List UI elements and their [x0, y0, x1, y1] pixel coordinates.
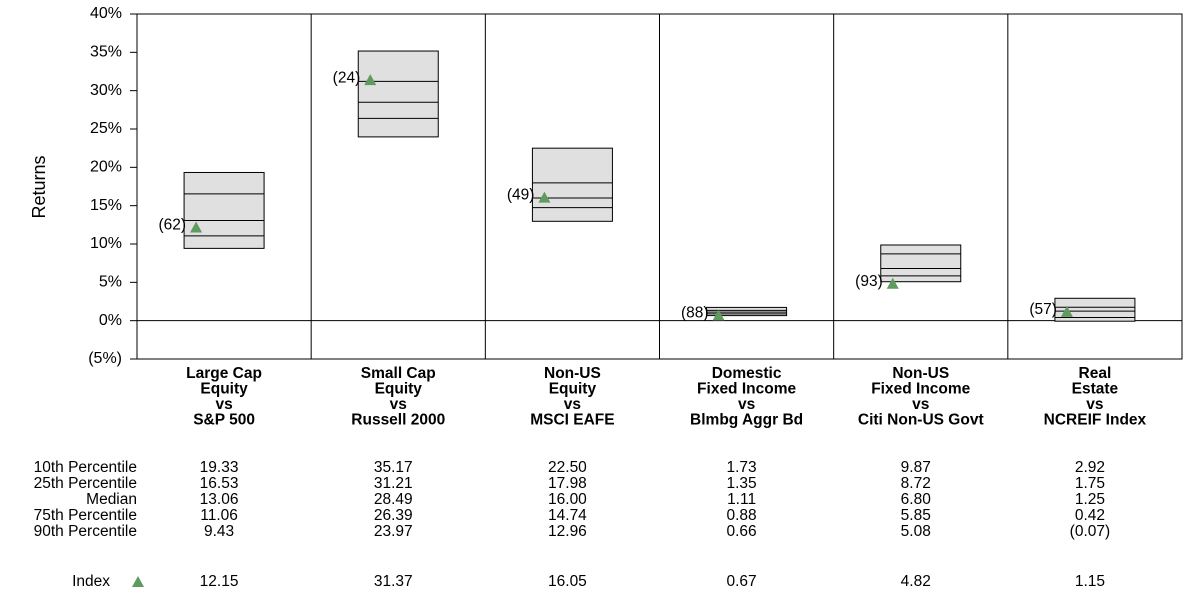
category-label: vs [390, 396, 407, 413]
y-tick-label: 5% [99, 274, 122, 291]
category-label: Non-US [892, 365, 949, 382]
table-value: 31.21 [374, 475, 413, 492]
y-tick-label: 35% [90, 44, 122, 61]
row-label: Index [72, 573, 110, 590]
index-marker [1060, 305, 1073, 317]
percentile-box [531, 147, 613, 222]
table-value: 11.06 [200, 507, 238, 524]
table-value: 1.35 [726, 475, 756, 492]
table-value: 8.72 [901, 475, 931, 492]
table-value: 1.25 [1075, 491, 1105, 508]
y-tick-label: 25% [90, 120, 122, 137]
category-label: Large Cap [186, 365, 262, 382]
category-label: vs [215, 396, 232, 413]
row-label: Median [86, 491, 137, 508]
category-label: Citi Non-US Govt [858, 412, 984, 429]
row-label: 10th Percentile [34, 459, 137, 476]
table-value: 28.49 [374, 491, 413, 508]
table-value: 12.96 [548, 523, 587, 540]
category-label: Real [1079, 365, 1112, 382]
table-value: 17.98 [548, 475, 587, 492]
rank-label: (62) [159, 217, 187, 234]
rank-label: (49) [507, 187, 535, 204]
category-label: Equity [549, 381, 597, 398]
rank-label: (57) [1029, 301, 1057, 318]
index-marker [190, 221, 203, 233]
rank-label: (93) [855, 273, 883, 290]
table-value: 26.39 [374, 507, 413, 524]
y-tick-label: 20% [90, 159, 122, 176]
y-tick-label: 0% [99, 312, 122, 329]
category-label: vs [738, 396, 755, 413]
category-label: Small Cap [361, 365, 436, 382]
percentile-box [1054, 297, 1136, 322]
table-value: 1.75 [1075, 475, 1105, 492]
category-label: Estate [1072, 381, 1119, 398]
category-label: Fixed Income [697, 381, 796, 398]
index-marker [712, 309, 725, 321]
table-value: 0.88 [726, 507, 756, 524]
row-label: 90th Percentile [34, 523, 137, 540]
table-value: 16.00 [548, 491, 587, 508]
table-value: 9.43 [204, 523, 234, 540]
table-value: 16.53 [200, 475, 239, 492]
y-tick-label: 30% [90, 82, 122, 99]
table-value: 16.05 [548, 573, 587, 590]
legend-marker [132, 576, 144, 587]
table-value: 13.06 [200, 491, 239, 508]
percentile-box [183, 171, 265, 249]
index-marker [886, 277, 899, 289]
category-label: NCREIF Index [1044, 412, 1147, 429]
category-label: Fixed Income [871, 381, 970, 398]
percentile-box [706, 306, 788, 317]
index-marker [538, 191, 551, 203]
table-value: 2.92 [1075, 459, 1105, 476]
category-label: Non-US [544, 365, 601, 382]
percentile-box [357, 50, 439, 138]
table-value: 1.15 [1075, 573, 1105, 590]
category-label: S&P 500 [193, 412, 255, 429]
table-value: 12.15 [200, 573, 239, 590]
index-marker [364, 74, 377, 86]
table-value: 0.67 [726, 573, 756, 590]
category-label: Domestic [712, 365, 782, 382]
category-label: Equity [375, 381, 423, 398]
table-value: 35.17 [374, 459, 413, 476]
table-value: (0.07) [1070, 523, 1111, 540]
y-tick-label: 15% [90, 197, 122, 214]
category-label: MSCI EAFE [530, 412, 614, 429]
table-value: 23.97 [374, 523, 413, 540]
rank-label: (24) [333, 69, 361, 86]
table-value: 19.33 [200, 459, 239, 476]
category-label: vs [1086, 396, 1103, 413]
category-label: Blmbg Aggr Bd [690, 412, 803, 429]
table-value: 6.80 [901, 491, 932, 508]
table-value: 9.87 [901, 459, 931, 476]
rank-label: (88) [681, 305, 709, 322]
table-value: 1.11 [727, 491, 756, 508]
category-label: vs [912, 396, 929, 413]
table-value: 4.82 [901, 573, 931, 590]
y-tick-label: 10% [90, 235, 122, 252]
table-value: 5.08 [901, 523, 931, 540]
table-value: 5.85 [901, 507, 931, 524]
table-value: 14.74 [548, 507, 587, 524]
row-label: 75th Percentile [34, 507, 137, 524]
y-axis-label: Returns [29, 155, 49, 218]
table-value: 0.42 [1075, 507, 1105, 524]
category-label: Russell 2000 [351, 412, 445, 429]
category-label: vs [564, 396, 581, 413]
table-value: 1.73 [726, 459, 756, 476]
table-value: 0.66 [726, 523, 756, 540]
y-tick-label: (5%) [88, 350, 122, 367]
category-label: Equity [200, 381, 248, 398]
row-label: 25th Percentile [34, 475, 137, 492]
table-value: 31.37 [374, 573, 413, 590]
table-value: 22.50 [548, 459, 587, 476]
y-tick-label: 40% [90, 5, 122, 22]
